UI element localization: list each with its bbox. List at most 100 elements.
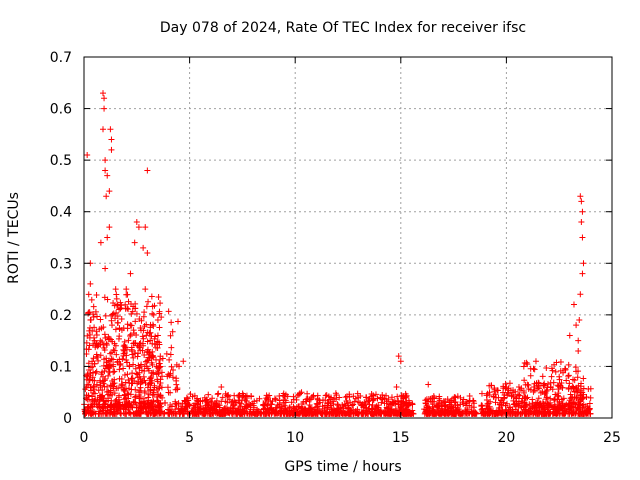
data-point [133,404,140,411]
data-point [104,403,111,410]
data-point [150,410,157,417]
data-point [424,398,431,405]
data-point [156,383,163,390]
data-point [328,406,335,413]
data-point [573,322,580,329]
data-point [87,404,94,411]
data-point [359,410,366,417]
data-point [137,325,144,332]
data-point [103,398,110,405]
data-point [219,407,226,414]
data-point [118,410,125,417]
data-point [500,389,507,396]
data-point [122,395,129,402]
y-tick-label: 0 [63,411,72,427]
data-point [113,291,120,298]
data-point [510,389,517,396]
data-point [168,319,175,326]
data-point [395,353,402,360]
data-point [85,381,92,388]
data-point [97,239,104,246]
data-point [100,380,107,387]
data-point [116,375,123,382]
data-point [395,401,402,408]
data-point [309,410,316,417]
data-point [107,404,114,411]
data-point [212,406,218,413]
data-point [161,410,168,417]
data-point [326,410,333,417]
data-point [577,193,584,200]
data-point [365,405,372,412]
data-point [214,391,221,398]
data-point [116,333,123,340]
data-point [130,354,137,361]
data-point [93,353,100,360]
data-point [153,363,160,370]
plot-frame [83,56,613,419]
data-point [98,339,105,346]
data-point [523,359,530,366]
data-point [207,410,214,417]
data-point [121,396,128,403]
data-point [181,406,188,413]
data-point [126,362,133,369]
data-point [149,321,156,328]
data-point [154,368,161,374]
data-point [558,379,565,386]
data-point [190,409,197,416]
data-point [90,303,97,310]
data-point [272,396,279,403]
data-point [109,322,116,329]
grid-lines [84,57,612,418]
data-point [571,394,578,401]
data-point [586,406,593,413]
data-point [496,401,503,408]
data-point [200,406,207,413]
data-point [103,340,110,347]
data-point [108,146,115,153]
data-point [478,402,485,409]
data-point [173,375,180,382]
data-point [500,383,507,390]
data-point [224,406,231,413]
data-point [135,343,142,350]
data-point [215,402,222,409]
data-point [312,404,319,411]
data-point [130,340,137,347]
data-point [498,397,505,404]
data-point [147,324,154,331]
data-point [586,405,593,412]
data-point [141,368,148,375]
y-tick-label: 0.3 [50,256,72,272]
data-point [144,338,151,345]
data-point [133,310,140,317]
data-point [143,332,150,339]
data-point [87,370,94,377]
data-point [570,410,577,417]
data-point [104,383,111,390]
data-point [103,355,110,362]
data-point [470,398,477,405]
data-point [506,380,513,387]
data-point [114,358,121,365]
data-point [313,400,320,407]
data-point [268,401,275,408]
data-point [559,384,566,391]
data-point [204,397,211,404]
data-point [503,384,510,391]
data-point [108,349,115,356]
data-point [486,389,493,396]
data-point [364,398,371,405]
data-point [93,291,100,298]
data-point [205,406,212,413]
data-point [565,373,572,380]
data-point [525,382,532,389]
data-point [457,410,464,417]
data-point [154,332,161,339]
data-point [552,368,559,375]
data-point [87,387,94,394]
data-point [128,322,135,329]
data-point [250,404,257,411]
data-point [136,344,143,351]
